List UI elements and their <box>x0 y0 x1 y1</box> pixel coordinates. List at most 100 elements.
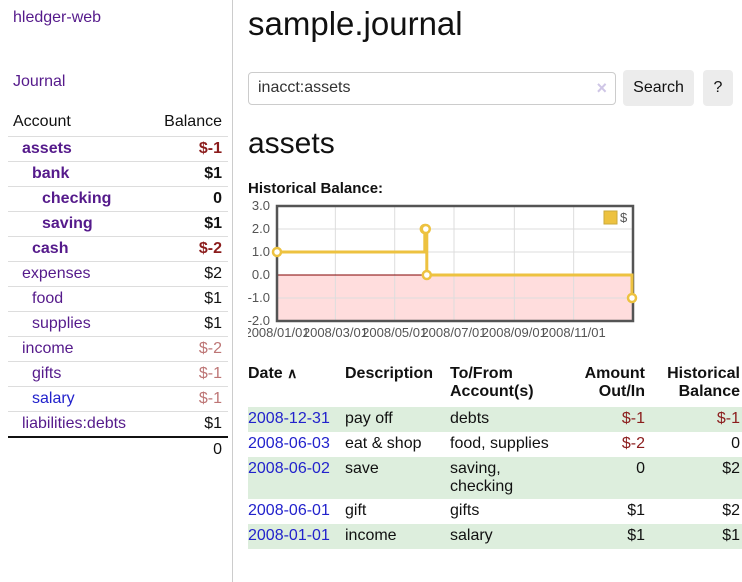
transaction-accounts: food, supplies <box>450 435 549 452</box>
app-title-link[interactable]: hledger-web <box>13 9 102 26</box>
accounts-total-row: 0 <box>8 436 228 462</box>
sidebar: hledger-web Journal Account Balance asse… <box>0 0 233 582</box>
account-link-checking[interactable]: checking <box>42 190 112 207</box>
account-link-gifts[interactable]: gifts <box>32 365 62 382</box>
svg-text:2.0: 2.0 <box>252 221 270 236</box>
account-balance: $2 <box>149 261 228 287</box>
account-row: salary $-1 <box>8 386 228 412</box>
clear-search-icon[interactable]: × <box>596 77 607 98</box>
register-row[interactable]: 2008-06-03 eat & shop food, supplies $-2… <box>248 432 742 457</box>
account-link-liabilities-debts[interactable]: liabilities:debts <box>22 415 127 432</box>
transaction-balance: $2 <box>722 502 740 519</box>
account-link-bank[interactable]: bank <box>32 165 70 182</box>
account-balance: $1 <box>149 311 228 337</box>
account-row: gifts $-1 <box>8 361 228 387</box>
svg-text:0.0: 0.0 <box>252 267 270 282</box>
account-row: cash $-2 <box>8 236 228 262</box>
account-link-food[interactable]: food <box>32 290 64 307</box>
transaction-amount: $-2 <box>621 435 645 452</box>
svg-text:2008/03/01: 2008/03/01 <box>303 325 368 340</box>
main-content: sample.journal × Search ? assets Histori… <box>233 0 742 582</box>
svg-text:2008/07/01: 2008/07/01 <box>421 325 486 340</box>
account-balance: $1 <box>149 161 228 187</box>
description-column-header: Description <box>345 365 434 382</box>
transaction-description: eat & shop <box>345 435 422 452</box>
account-row: saving $1 <box>8 211 228 237</box>
transaction-balance: $2 <box>647 457 742 499</box>
account-link-supplies[interactable]: supplies <box>32 315 91 332</box>
transaction-accounts: salary <box>450 524 562 549</box>
account-row: food $1 <box>8 286 228 312</box>
account-heading: assets <box>248 127 335 160</box>
chart-heading: Historical Balance: <box>248 180 384 197</box>
balance-column-header: Historical Balance <box>667 365 740 400</box>
account-balance: $-2 <box>149 236 228 262</box>
account-row: expenses $2 <box>8 261 228 287</box>
balance-chart: 3.0 2.0 1.0 0.0 -1.0 -2.0 2008/01/01 2008/03/01… <box>244 198 742 347</box>
account-link-salary[interactable]: salary <box>32 390 75 407</box>
register-row[interactable]: 2008-12-31 pay off debts $-1 $-1 <box>248 407 742 432</box>
transaction-date-link[interactable]: 2008-06-01 <box>248 502 330 519</box>
svg-text:-1.0: -1.0 <box>248 290 270 305</box>
transaction-date-link[interactable]: 2008-01-01 <box>248 527 330 544</box>
register-row[interactable]: 2008-06-02 save saving, checking 0 $2 <box>248 457 742 499</box>
transaction-accounts: debts <box>450 407 562 432</box>
transaction-balance: $-1 <box>647 407 742 432</box>
register-header-row: Date ∧ Description To/From Account(s) Am… <box>248 363 742 407</box>
account-row: income $-2 <box>8 336 228 362</box>
help-button[interactable]: ? <box>703 70 733 106</box>
register-row[interactable]: 2008-01-01 income salary $1 $1 <box>248 524 742 549</box>
search-form: × Search ? <box>248 70 742 106</box>
account-row: checking 0 <box>8 186 228 212</box>
search-box: × <box>248 71 616 105</box>
account-balance: 0 <box>149 186 228 212</box>
account-link-assets[interactable]: assets <box>22 140 72 157</box>
search-button[interactable]: Search <box>623 70 694 106</box>
transaction-amount: 0 <box>562 457 647 499</box>
transaction-balance: $1 <box>647 524 742 549</box>
account-link-expenses[interactable]: expenses <box>22 265 91 282</box>
transaction-accounts: gifts <box>450 502 480 519</box>
account-balance: $1 <box>149 286 228 312</box>
accounts-header-row: Account Balance <box>8 111 228 137</box>
transaction-date-link[interactable]: 2008-06-02 <box>248 460 330 477</box>
accounts-total-balance: 0 <box>149 436 228 462</box>
account-balance: $-1 <box>149 361 228 387</box>
account-link-income[interactable]: income <box>22 340 74 357</box>
transaction-description: save <box>345 457 450 499</box>
sort-asc-icon: ∧ <box>287 365 298 381</box>
balance-column-header: Balance <box>164 113 222 130</box>
register-row[interactable]: 2008-06-01 gift gifts $1 $2 <box>248 499 742 524</box>
svg-text:3.0: 3.0 <box>252 199 270 213</box>
transaction-amount: $1 <box>627 502 645 519</box>
account-row: liabilities:debts $1 <box>8 411 228 437</box>
account-link-saving[interactable]: saving <box>42 215 93 232</box>
accounts-column-header: To/From Account(s) <box>450 365 534 400</box>
transaction-date-link[interactable]: 2008-06-03 <box>248 435 330 452</box>
transaction-description: income <box>345 524 450 549</box>
transaction-amount: $-1 <box>562 407 647 432</box>
account-link-cash[interactable]: cash <box>32 240 69 257</box>
date-column-header[interactable]: Date ∧ <box>248 365 298 382</box>
svg-text:2008/01/01: 2008/01/01 <box>248 325 310 340</box>
sidebar-item-journal[interactable]: Journal <box>13 73 66 90</box>
account-balance: $-1 <box>149 136 228 162</box>
transaction-balance: 0 <box>731 435 740 452</box>
page-title: sample.journal <box>248 5 463 42</box>
account-row: supplies $1 <box>8 311 228 337</box>
account-balance: $-2 <box>149 336 228 362</box>
accounts-table: Account Balance assets $-1 bank $1 check… <box>8 111 228 462</box>
account-balance: $1 <box>149 411 228 437</box>
svg-text:2008/05/01: 2008/05/01 <box>362 325 427 340</box>
account-balance: $1 <box>149 211 228 237</box>
transaction-description: gift <box>345 502 367 519</box>
register-table: Date ∧ Description To/From Account(s) Am… <box>248 363 742 549</box>
svg-text:2008/11/01: 2008/11/01 <box>542 325 606 340</box>
balance-chart-svg: 3.0 2.0 1.0 0.0 -1.0 -2.02008/01/012008/03/01… <box>244 198 638 340</box>
account-row: assets $-1 <box>8 136 228 162</box>
svg-text:2008/09/01: 2008/09/01 <box>482 325 547 340</box>
transaction-date-link[interactable]: 2008-12-31 <box>248 410 330 427</box>
svg-text:$: $ <box>620 210 628 225</box>
search-input[interactable] <box>248 71 616 105</box>
